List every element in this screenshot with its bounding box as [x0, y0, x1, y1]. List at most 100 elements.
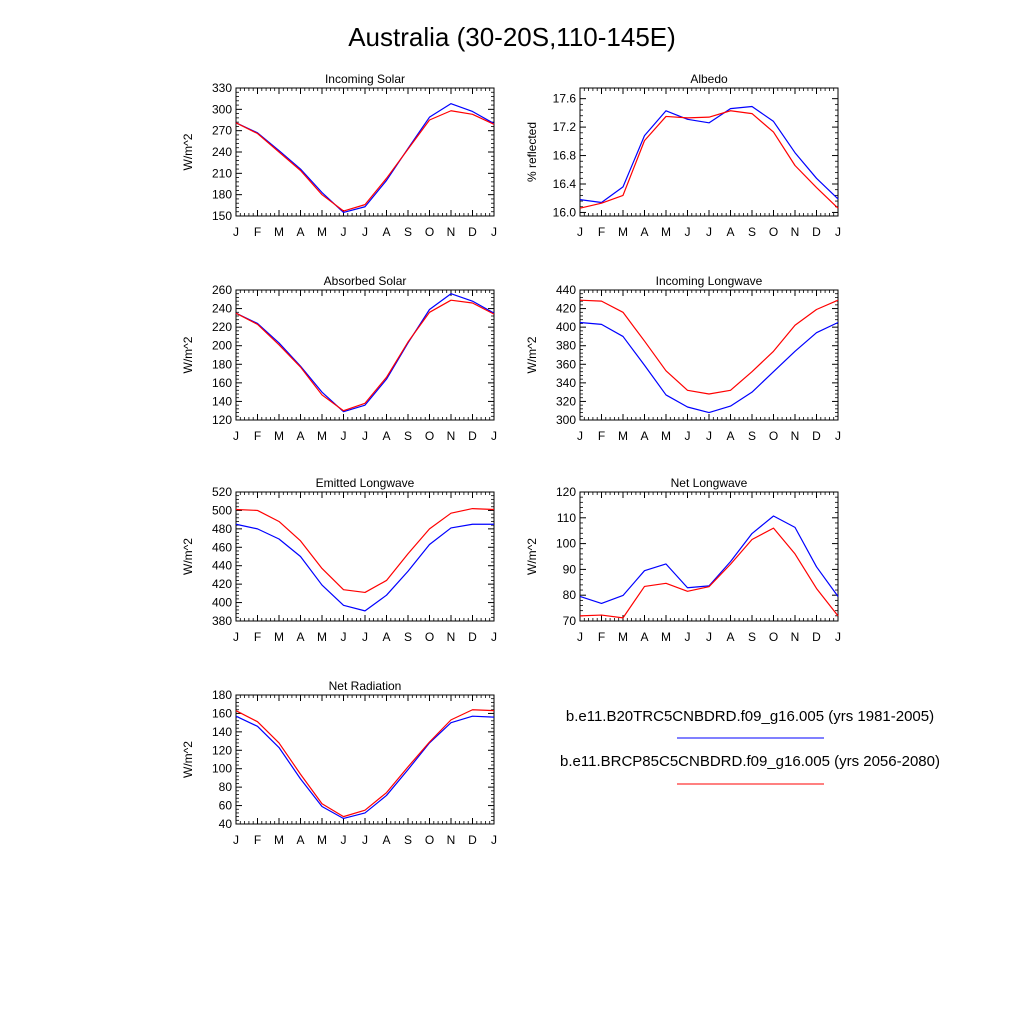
- x-tick-label: O: [769, 630, 778, 644]
- y-tick-label: 330: [212, 81, 232, 95]
- y-axis-label-incoming-longwave: W/m^2: [525, 336, 539, 373]
- x-tick-label: J: [233, 225, 239, 239]
- y-tick-label: 380: [556, 339, 576, 353]
- x-tick-label: S: [404, 429, 412, 443]
- y-tick-label: 16.4: [553, 177, 577, 191]
- x-tick-label: F: [598, 630, 605, 644]
- x-tick-label: M: [661, 429, 671, 443]
- x-tick-label: O: [769, 429, 778, 443]
- y-tick-label: 240: [212, 302, 232, 316]
- y-axis-label-absorbed-solar: W/m^2: [181, 336, 195, 373]
- x-tick-label: D: [468, 429, 477, 443]
- x-tick-label: D: [468, 225, 477, 239]
- x-tick-label: N: [791, 630, 800, 644]
- y-axis-label-net-radiation: W/m^2: [181, 741, 195, 778]
- x-tick-label: S: [748, 225, 756, 239]
- y-tick-label: 120: [556, 485, 576, 499]
- panel-title-net-longwave: Net Longwave: [671, 476, 748, 490]
- y-tick-label: 440: [212, 559, 232, 573]
- y-tick-label: 100: [556, 537, 576, 551]
- x-tick-label: J: [233, 833, 239, 847]
- x-tick-label: N: [791, 225, 800, 239]
- x-tick-label: D: [468, 630, 477, 644]
- x-tick-label: S: [404, 630, 412, 644]
- y-tick-label: 200: [212, 339, 232, 353]
- y-tick-label: 140: [212, 394, 232, 408]
- x-tick-label: M: [317, 429, 327, 443]
- y-tick-label: 180: [212, 188, 232, 202]
- y-tick-label: 480: [212, 522, 232, 536]
- series-line-albedo-2: [579, 110, 839, 209]
- y-axis-label-net-longwave: W/m^2: [525, 538, 539, 575]
- series-line-emitted-longwave-1: [235, 523, 494, 612]
- y-tick-label: 420: [556, 302, 576, 316]
- x-tick-label: J: [835, 225, 841, 239]
- x-tick-label: O: [769, 225, 778, 239]
- x-tick-label: J: [233, 630, 239, 644]
- panel-title-emitted-longwave: Emitted Longwave: [316, 476, 415, 490]
- x-tick-label: F: [254, 630, 261, 644]
- y-tick-label: 240: [212, 145, 232, 159]
- y-tick-label: 120: [212, 743, 232, 757]
- x-tick-label: S: [404, 225, 412, 239]
- y-tick-label: 400: [212, 596, 232, 610]
- y-tick-label: 16.8: [553, 149, 577, 163]
- panel-title-albedo: Albedo: [690, 72, 728, 86]
- x-tick-label: J: [577, 630, 583, 644]
- x-tick-label: O: [425, 630, 434, 644]
- y-tick-label: 80: [219, 780, 233, 794]
- y-tick-label: 70: [563, 614, 577, 628]
- y-tick-label: 16.0: [553, 205, 577, 219]
- y-tick-label: 40: [219, 817, 233, 831]
- x-tick-label: F: [598, 225, 605, 239]
- x-tick-label: J: [706, 630, 712, 644]
- x-tick-label: A: [640, 429, 648, 443]
- x-tick-label: J: [835, 429, 841, 443]
- x-tick-label: J: [362, 833, 368, 847]
- x-tick-label: M: [618, 225, 628, 239]
- y-tick-label: 380: [212, 614, 232, 628]
- y-tick-label: 420: [212, 577, 232, 591]
- x-tick-label: O: [425, 429, 434, 443]
- series-line-net-radiation-2: [235, 709, 495, 818]
- y-tick-label: 110: [557, 511, 576, 525]
- x-tick-label: F: [598, 429, 605, 443]
- figure-title: Australia (30-20S,110-145E): [348, 22, 676, 52]
- x-tick-label: M: [661, 630, 671, 644]
- x-tick-label: A: [382, 225, 390, 239]
- x-tick-label: J: [341, 429, 347, 443]
- y-tick-label: 150: [212, 209, 232, 223]
- y-tick-label: 500: [212, 503, 232, 517]
- legend-label-series-1: b.e11.B20TRC5CNBDRD.f09_g16.005 (yrs 198…: [566, 708, 934, 725]
- x-tick-label: J: [491, 429, 497, 443]
- y-tick-label: 270: [212, 124, 232, 138]
- x-tick-label: M: [274, 833, 284, 847]
- x-tick-label: J: [577, 429, 583, 443]
- x-tick-label: J: [362, 225, 368, 239]
- x-tick-label: D: [812, 225, 821, 239]
- x-tick-label: J: [685, 429, 691, 443]
- series-line-incoming-solar-2: [235, 110, 495, 212]
- series-line-incoming-longwave-2: [579, 299, 839, 395]
- x-tick-label: N: [447, 429, 456, 443]
- y-tick-label: 520: [212, 485, 232, 499]
- x-tick-label: D: [812, 630, 821, 644]
- x-tick-label: J: [341, 225, 347, 239]
- y-tick-label: 360: [556, 357, 576, 371]
- x-tick-label: M: [274, 429, 284, 443]
- x-tick-label: M: [661, 225, 671, 239]
- y-tick-label: 160: [212, 376, 232, 390]
- y-tick-label: 160: [212, 706, 232, 720]
- x-tick-label: A: [726, 630, 734, 644]
- panel-title-incoming-longwave: Incoming Longwave: [656, 274, 763, 288]
- panel-title-absorbed-solar: Absorbed Solar: [324, 274, 407, 288]
- x-tick-label: A: [296, 429, 304, 443]
- y-tick-label: 90: [563, 562, 577, 576]
- y-tick-label: 17.2: [553, 120, 577, 134]
- y-tick-label: 17.6: [553, 92, 577, 106]
